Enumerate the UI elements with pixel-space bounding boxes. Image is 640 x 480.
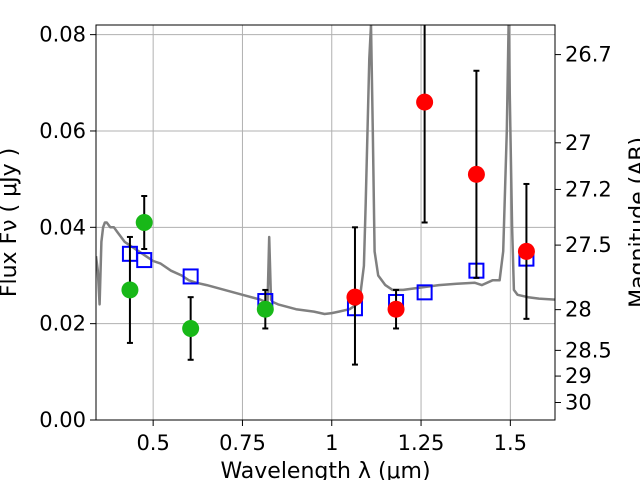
plot-frame — [95, 24, 556, 421]
x-tick-label: 1 — [325, 431, 338, 455]
x-tick-label: 0.5 — [136, 431, 169, 455]
y2-tick-label: 28.5 — [565, 338, 612, 362]
green-data-point — [121, 281, 139, 299]
red-data-point — [416, 93, 434, 111]
red-data-point — [346, 288, 364, 306]
model-square-point — [136, 252, 153, 269]
model-square-point — [182, 268, 199, 285]
y2-tick-label: 27 — [565, 131, 592, 155]
y-tick-label: 0.06 — [39, 119, 86, 143]
model-square-point — [416, 284, 433, 301]
y-tick-label: 0.00 — [39, 408, 86, 432]
x-tick-label: 1.25 — [398, 431, 445, 455]
sed-curve-line — [96, 25, 555, 316]
red-data-point — [467, 165, 485, 183]
green-data-point — [135, 214, 153, 231]
x-tick-label: 1.5 — [494, 431, 527, 455]
red-data-point — [387, 300, 405, 318]
axis-ticks: 0.5 0.75 1 1.25 1.5 0.00 0.02 0.04 0.06 0.08 26.7 2… — [39, 23, 612, 455]
y2-tick-label: 28 — [565, 298, 592, 322]
y-axis-label: Flux Fν ( μJy ) — [0, 148, 22, 297]
x-tick-label: 0.75 — [219, 431, 266, 455]
y-tick-label: 0.04 — [39, 215, 86, 239]
y-tick-label: 0.02 — [39, 312, 86, 336]
grid — [96, 25, 555, 421]
red-data-point — [517, 242, 535, 260]
green-data-point — [256, 300, 274, 318]
y-tick-label: 0.08 — [39, 23, 86, 47]
x-axis-label: Wavelength λ (μm) — [220, 459, 430, 480]
y2-tick-label: 27.2 — [565, 177, 612, 201]
y2-tick-label: 29 — [565, 364, 592, 388]
sed-curve-group — [96, 25, 555, 316]
green-data-point — [182, 319, 200, 337]
y2-tick-label: 30 — [565, 391, 592, 415]
y2-tick-label: 27.5 — [565, 233, 612, 257]
y2-axis-label: Magnitude (AB) — [626, 137, 640, 308]
y2-tick-label: 26.7 — [565, 43, 612, 67]
data-points-group — [121, 25, 535, 366]
